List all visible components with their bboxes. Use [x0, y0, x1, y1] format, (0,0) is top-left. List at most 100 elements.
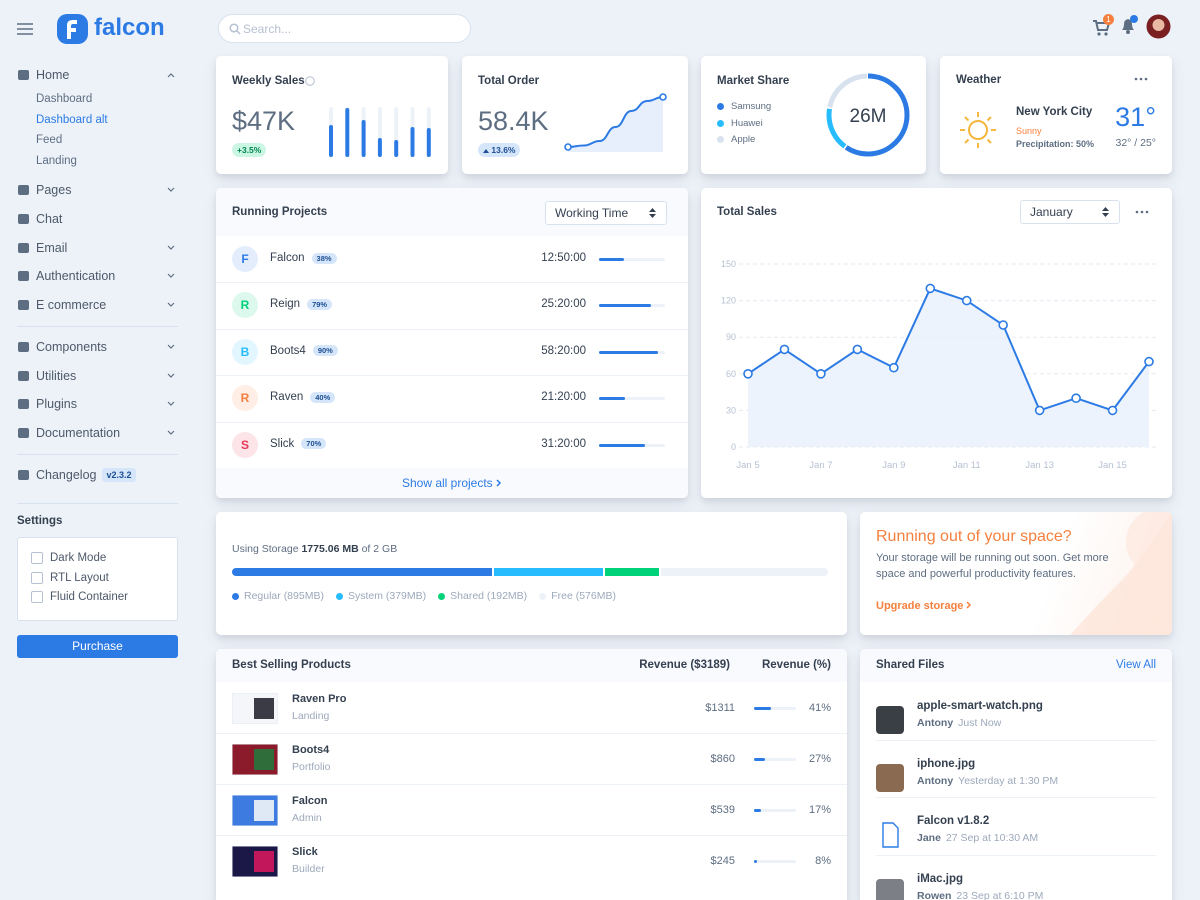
project-avatar: S [232, 431, 258, 458]
project-time: 31:20:00 [541, 437, 586, 450]
donut-segment [826, 73, 910, 157]
nav-subitem[interactable]: Landing [36, 155, 77, 168]
nav-item[interactable]: Utilities [36, 368, 76, 384]
share-label: 41% [808, 702, 831, 714]
nav-item[interactable]: Pages [36, 182, 71, 198]
nav-item[interactable]: Email [36, 240, 67, 256]
checkbox[interactable] [31, 591, 43, 603]
menu-toggle[interactable] [16, 22, 34, 36]
bar [361, 120, 366, 157]
kpi-value: $47K [232, 106, 296, 136]
chevron [167, 187, 175, 192]
bell-icon[interactable] [1118, 14, 1140, 36]
row-divider [876, 854, 1156, 856]
chevron [167, 430, 175, 435]
select-value: January [1030, 205, 1073, 219]
nav-item[interactable]: Chat [36, 211, 62, 227]
project-name: Reign [270, 298, 301, 311]
divider [17, 503, 178, 504]
legend-dot [335, 592, 343, 600]
y-tick-label: 30 [726, 405, 736, 415]
row-divider [216, 784, 847, 785]
sidebar: falcon Settings Dark Mode RTL Layout Fluid… [0, 0, 200, 900]
trend-line [567, 96, 664, 148]
legend-item: Regular (895MB) [232, 590, 324, 602]
y-tick-label: 150 [721, 259, 736, 269]
card-header [216, 649, 847, 682]
link-text: Show all projects [401, 476, 493, 490]
thumb-shape [876, 763, 904, 792]
nav-item[interactable]: Authentication [36, 268, 115, 284]
file-name[interactable]: apple-smart-watch.png [917, 700, 1043, 712]
nav-item[interactable]: Documentation [36, 425, 120, 441]
brand[interactable]: falcon [94, 14, 165, 41]
product-category: Builder [292, 863, 325, 875]
row-divider [216, 421, 688, 423]
product-revenue: $539 [710, 804, 735, 816]
select[interactable]: Working Time [545, 201, 667, 225]
divider [17, 454, 178, 455]
chevron-path [167, 344, 175, 349]
setting-option[interactable]: RTL Layout [31, 571, 109, 584]
nav-label: Pages [36, 183, 72, 198]
setting-option[interactable]: Fluid Container [31, 591, 128, 603]
promo-text: Your storage will be running out soon. G… [876, 552, 1109, 580]
nav-icon [18, 399, 29, 410]
select[interactable]: January [1020, 200, 1120, 224]
total-order-card: Total Order 58.4K 13.6% [462, 56, 688, 174]
select-arrows [649, 208, 656, 218]
chevron-path [167, 273, 175, 279]
change-value: 13.6% [491, 145, 516, 155]
nav-item[interactable]: Components [36, 339, 107, 355]
search-box[interactable]: Search... [218, 14, 471, 43]
storage-segment [605, 568, 660, 576]
nav-subitem[interactable]: Dashboard alt [36, 113, 108, 126]
x-tick-label: Jan 15 [1098, 460, 1127, 471]
checkbox[interactable] [31, 552, 43, 564]
nav-item[interactable]: Home [36, 67, 69, 83]
version-badge: v2.3.2 [102, 468, 136, 482]
file-name[interactable]: iphone.jpg [917, 757, 976, 770]
row-divider [216, 282, 688, 284]
nav-item[interactable]: E commerce [36, 297, 106, 313]
setting-option[interactable]: Dark Mode [31, 552, 106, 564]
file-name[interactable]: Falcon v1.8.2 [917, 815, 990, 827]
file-name[interactable]: iMac.jpg [917, 872, 964, 885]
storage-summary: Using Storage 1775.06 MB of 2 GB [232, 543, 397, 555]
nav-label: Chat [36, 211, 63, 226]
more-icon[interactable] [1135, 209, 1149, 215]
progress-bar [599, 304, 652, 308]
more-icon[interactable] [1134, 76, 1148, 82]
project-avatar: R [232, 385, 258, 412]
storage-legend: Regular (895MB) System (379MB) Shared (192… [232, 590, 616, 602]
nav-subitem[interactable]: Feed [36, 134, 63, 147]
upgrade-link[interactable]: Upgrade storage [876, 600, 972, 612]
legend-label: Apple [731, 134, 756, 145]
nav-icon [18, 70, 29, 80]
progress-bar [599, 443, 646, 447]
nav-label: Changelog [36, 468, 97, 482]
share-bar [754, 860, 758, 863]
project-name-cell: Reign 79% [270, 298, 333, 311]
storage-card: Using Storage 1775.06 MB of 2 GB Regular… [216, 512, 847, 635]
nav-icon [18, 341, 29, 352]
show-all-link[interactable]: Show all projects [216, 476, 688, 490]
chevron [496, 479, 502, 487]
nav-item[interactable]: Plugins [36, 396, 77, 412]
y-tick-label: 60 [726, 369, 736, 379]
bar [426, 128, 431, 157]
settings-title: Settings [17, 515, 63, 527]
share-bar [754, 809, 762, 812]
product-name: Slick [292, 846, 318, 858]
nav-icon-shape [18, 428, 29, 438]
nav-icon [18, 242, 29, 253]
avatar[interactable] [1146, 14, 1171, 39]
project-avatar: R [232, 292, 258, 319]
nav-item[interactable]: Changelog v2.3.2 [36, 467, 136, 483]
nav-subitem[interactable]: Dashboard [36, 93, 93, 105]
view-all-link[interactable]: View All [1115, 659, 1156, 671]
checkbox[interactable] [31, 571, 43, 584]
project-name-cell: Boots4 90% [270, 345, 338, 357]
logo-icon [57, 14, 88, 44]
purchase-button[interactable]: Purchase [17, 635, 178, 658]
